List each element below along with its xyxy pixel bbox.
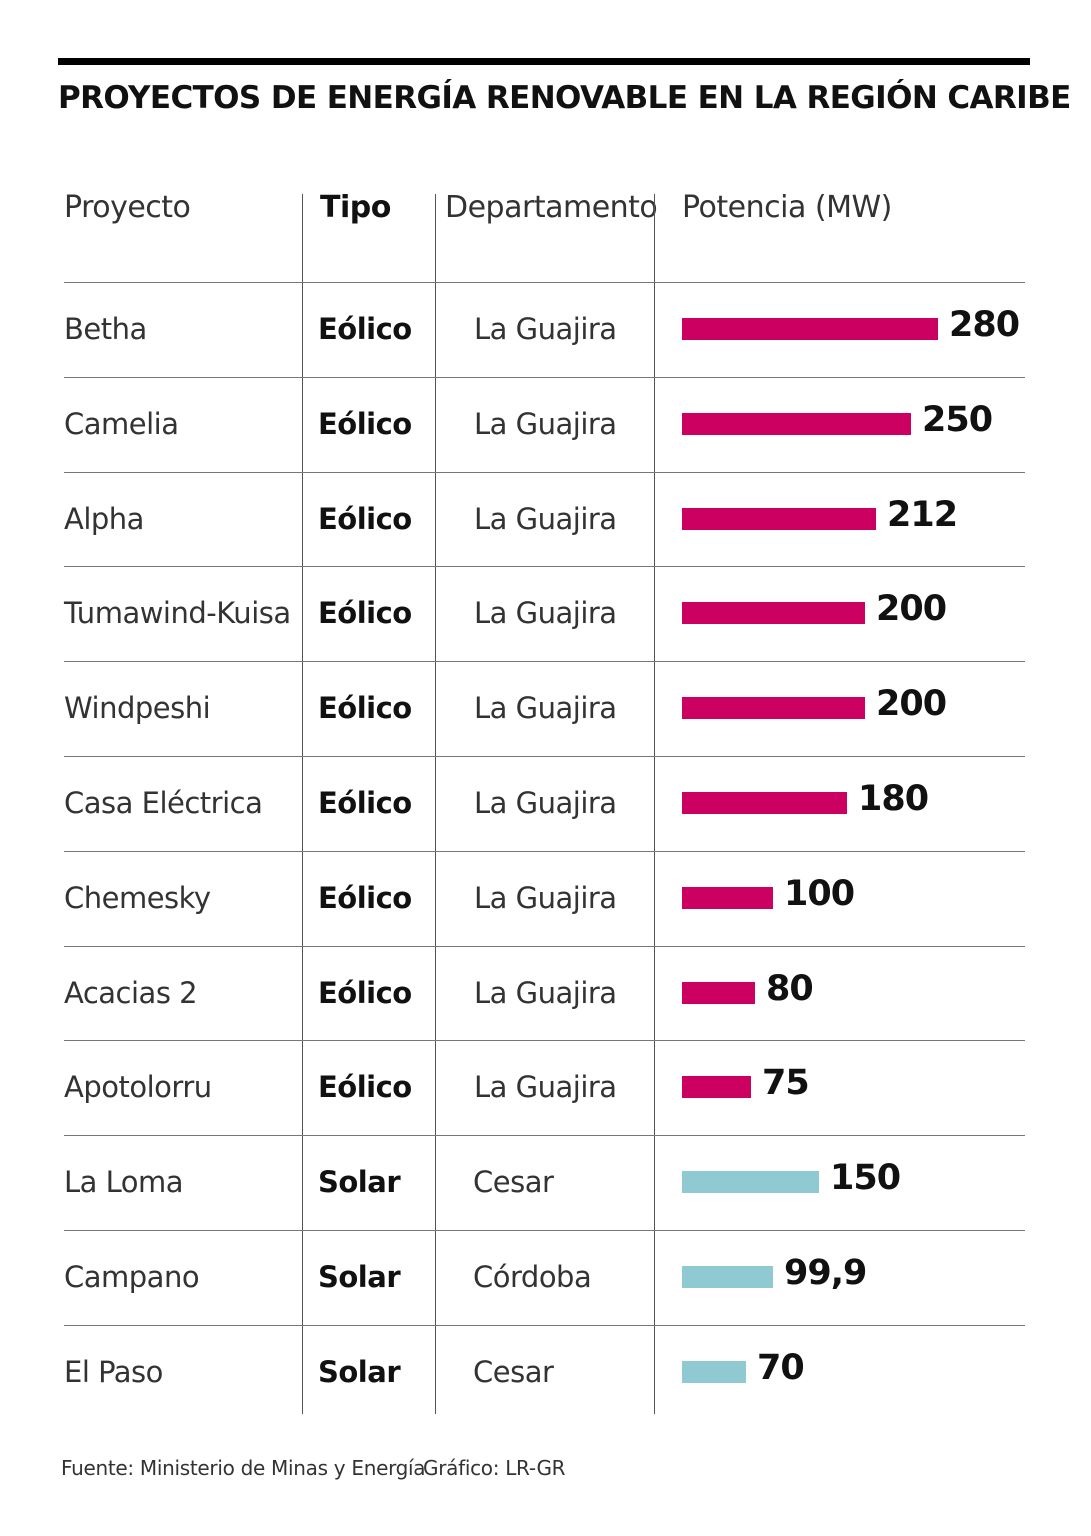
bar — [682, 602, 865, 624]
graphic-credit: Gráfico: LR-GR — [423, 1456, 566, 1480]
row-divider — [64, 946, 1025, 947]
row-divider — [64, 851, 1025, 852]
data-label: 212 — [887, 495, 958, 535]
cell-proyecto: Apotolorru — [64, 1070, 212, 1104]
data-label: 280 — [949, 305, 1020, 345]
top-rule — [58, 58, 1030, 65]
cell-departamento: La Guajira — [474, 976, 617, 1010]
data-label: 99,9 — [784, 1253, 867, 1293]
cell-departamento: La Guajira — [474, 502, 617, 536]
header-potencia: Potencia (MW) — [682, 190, 892, 225]
bar — [682, 1171, 819, 1193]
data-label: 150 — [830, 1158, 901, 1198]
row-divider — [64, 377, 1025, 378]
bar — [682, 1266, 773, 1288]
row-divider — [64, 1135, 1025, 1136]
cell-tipo: Eólico — [318, 407, 412, 441]
cell-departamento: Cesar — [473, 1355, 554, 1389]
header-proyecto: Proyecto — [64, 190, 191, 225]
data-label: 250 — [922, 400, 993, 440]
cell-proyecto: El Paso — [64, 1355, 163, 1389]
cell-proyecto: Betha — [64, 312, 147, 346]
cell-proyecto: Chemesky — [64, 881, 211, 915]
cell-proyecto: Casa Eléctrica — [64, 786, 263, 820]
row-divider — [64, 282, 1025, 283]
cell-departamento: La Guajira — [474, 691, 617, 725]
bar — [682, 508, 876, 530]
bar — [682, 1361, 746, 1383]
bar — [682, 697, 865, 719]
column-divider — [435, 194, 436, 1414]
data-label: 75 — [762, 1063, 810, 1103]
row-divider — [64, 661, 1025, 662]
header-tipo: Tipo — [320, 190, 391, 225]
row-divider — [64, 1325, 1025, 1326]
cell-departamento: Córdoba — [473, 1260, 592, 1294]
bar — [682, 792, 847, 814]
data-label: 100 — [784, 874, 855, 914]
row-divider — [64, 566, 1025, 567]
cell-tipo: Eólico — [318, 976, 412, 1010]
cell-tipo: Solar — [318, 1355, 401, 1389]
cell-departamento: La Guajira — [474, 407, 617, 441]
cell-tipo: Eólico — [318, 881, 412, 915]
cell-departamento: La Guajira — [474, 596, 617, 630]
cell-proyecto: Campano — [64, 1260, 200, 1294]
bar — [682, 982, 755, 1004]
cell-tipo: Solar — [318, 1260, 401, 1294]
cell-departamento: La Guajira — [474, 786, 617, 820]
column-divider — [654, 194, 655, 1414]
bar — [682, 413, 911, 435]
column-divider — [302, 194, 303, 1414]
cell-tipo: Eólico — [318, 312, 412, 346]
cell-proyecto: Alpha — [64, 502, 144, 536]
header-departamento: Departamento — [445, 190, 658, 225]
cell-tipo: Eólico — [318, 691, 412, 725]
cell-proyecto: Tumawind-Kuisa — [64, 596, 291, 630]
row-divider — [64, 1040, 1025, 1041]
data-label: 70 — [757, 1348, 805, 1388]
cell-proyecto: Acacias 2 — [64, 976, 198, 1010]
data-label: 80 — [766, 969, 814, 1009]
cell-tipo: Eólico — [318, 786, 412, 820]
cell-tipo: Solar — [318, 1165, 401, 1199]
bar — [682, 887, 773, 909]
row-divider — [64, 756, 1025, 757]
row-divider — [64, 472, 1025, 473]
cell-tipo: Eólico — [318, 596, 412, 630]
cell-departamento: La Guajira — [474, 312, 617, 346]
chart-title: PROYECTOS DE ENERGÍA RENOVABLE EN LA REG… — [58, 80, 1071, 116]
source-note: Fuente: Ministerio de Minas y Energía — [61, 1456, 426, 1480]
bar — [682, 318, 938, 340]
cell-tipo: Eólico — [318, 1070, 412, 1104]
data-label: 200 — [876, 684, 947, 724]
cell-proyecto: La Loma — [64, 1165, 184, 1199]
row-divider — [64, 1230, 1025, 1231]
cell-proyecto: Camelia — [64, 407, 179, 441]
cell-departamento: La Guajira — [474, 1070, 617, 1104]
bar — [682, 1076, 751, 1098]
data-label: 180 — [858, 779, 929, 819]
data-label: 200 — [876, 589, 947, 629]
cell-departamento: Cesar — [473, 1165, 554, 1199]
cell-tipo: Eólico — [318, 502, 412, 536]
cell-proyecto: Windpeshi — [64, 691, 211, 725]
cell-departamento: La Guajira — [474, 881, 617, 915]
